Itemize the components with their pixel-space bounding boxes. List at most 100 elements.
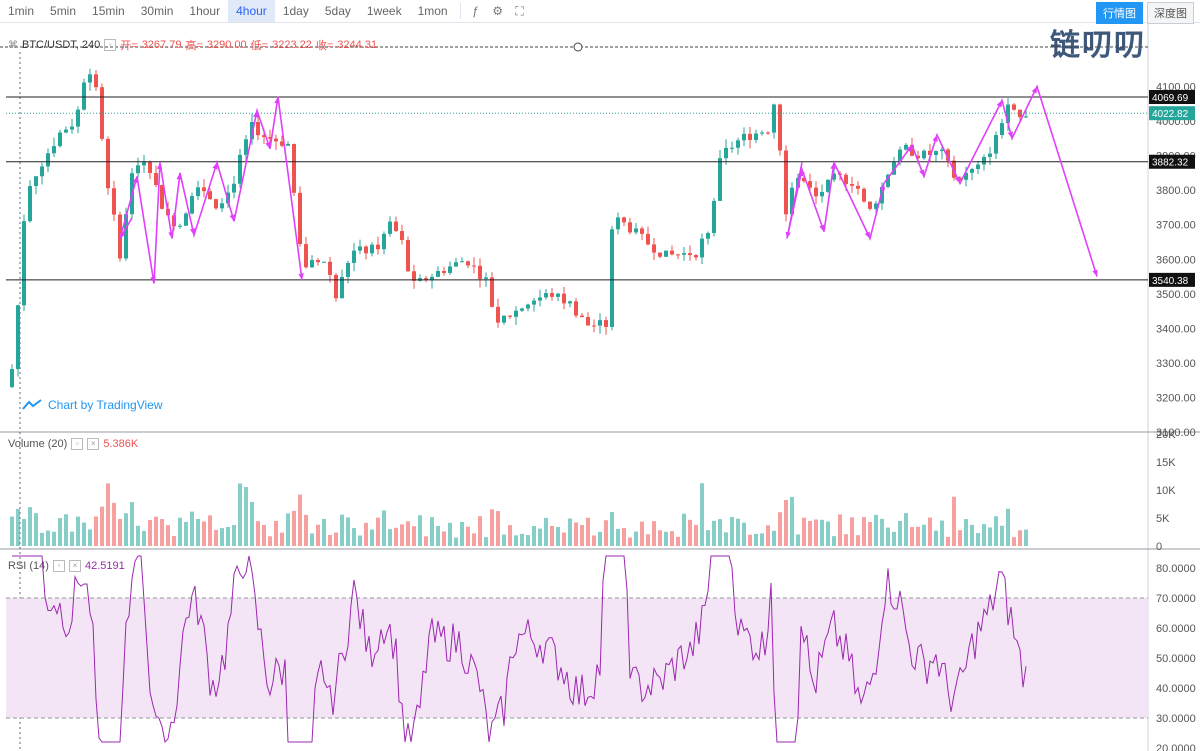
timeframe-30min[interactable]: 30min xyxy=(140,4,174,18)
timeframe-5day[interactable]: 5day xyxy=(324,4,351,18)
crosshair-handle[interactable] xyxy=(573,42,583,52)
volume-bar xyxy=(790,496,794,546)
candle xyxy=(574,301,578,316)
candle xyxy=(772,104,776,133)
tradingview-attribution[interactable]: Chart by TradingView xyxy=(22,398,163,412)
volume-bar xyxy=(712,520,716,546)
candle xyxy=(490,277,494,307)
volume-bar xyxy=(256,521,260,546)
timeframe-4hour[interactable]: 4hour xyxy=(228,0,275,22)
candle xyxy=(808,181,812,188)
timeframe-1min[interactable]: 1min xyxy=(8,4,35,18)
candle xyxy=(766,132,770,134)
settings-icon[interactable]: ⚙ xyxy=(492,4,503,18)
volume-bar xyxy=(292,510,296,546)
timeframe-1day[interactable]: 1day xyxy=(282,4,309,18)
candle xyxy=(928,150,932,155)
tab-1[interactable]: 深度图 xyxy=(1147,2,1194,24)
projection-arrowhead xyxy=(879,183,886,191)
volume-tick-label: 10K xyxy=(1156,485,1176,497)
volume-bar xyxy=(346,517,350,546)
volume-eye-icon[interactable]: ◦ xyxy=(71,438,84,450)
volume-bar xyxy=(760,533,764,546)
volume-close-icon[interactable]: × xyxy=(87,438,100,450)
candle xyxy=(730,147,734,149)
candle xyxy=(334,274,338,299)
rsi-band xyxy=(6,598,1148,718)
candle xyxy=(184,213,188,226)
eye-icon[interactable]: ◦ xyxy=(104,39,117,51)
candle xyxy=(700,238,704,258)
candle xyxy=(142,161,146,166)
volume-bar xyxy=(640,521,644,546)
rsi-close-icon[interactable]: × xyxy=(68,560,81,572)
projection-arrowhead xyxy=(229,214,235,222)
candle xyxy=(598,320,602,326)
low-value: 3223.22 xyxy=(272,39,312,51)
candle xyxy=(238,154,242,184)
volume-bar xyxy=(412,526,416,546)
projection-arrow-path[interactable] xyxy=(786,84,1098,277)
candle xyxy=(274,138,278,142)
candle xyxy=(814,187,818,197)
projection-arrowhead xyxy=(274,96,280,104)
volume-bar xyxy=(886,527,890,546)
volume-bar xyxy=(628,537,632,546)
timeframe-5min[interactable]: 5min xyxy=(50,4,77,18)
volume-bar xyxy=(916,526,920,546)
price-level-label: 4069.69 xyxy=(1152,93,1189,104)
candle xyxy=(634,228,638,233)
candle xyxy=(802,177,806,182)
volume-tick-label: 0 xyxy=(1156,541,1162,553)
timeframe-1hour[interactable]: 1hour xyxy=(189,4,221,18)
volume-bar xyxy=(394,527,398,546)
volume-bar xyxy=(610,511,614,546)
volume-bar xyxy=(328,534,332,546)
volume-bar xyxy=(112,502,116,546)
candle xyxy=(202,187,206,192)
rsi-tick-label: 50.0000 xyxy=(1156,653,1196,665)
chart-canvas[interactable]: 3100.00 3200.00 3300.00 3400.00 3500.00 3600.… xyxy=(0,22,1200,751)
candle xyxy=(760,132,764,134)
timeframe-1week[interactable]: 1week xyxy=(366,4,402,18)
volume-bar xyxy=(1024,529,1028,546)
volume-bar xyxy=(922,524,926,546)
volume-bar xyxy=(688,519,692,546)
volume-bar xyxy=(244,487,248,546)
candle xyxy=(154,173,158,186)
volume-bar xyxy=(52,531,56,546)
projection-arrowhead xyxy=(819,224,825,232)
rsi-eye-icon[interactable]: ◦ xyxy=(52,560,65,572)
volume-bar xyxy=(538,528,542,546)
projection-arrow-path[interactable] xyxy=(119,96,303,284)
volume-bar xyxy=(478,516,482,546)
volume-bar xyxy=(826,521,830,546)
volume-bar xyxy=(802,517,806,546)
candle xyxy=(670,250,674,255)
fullscreen-icon[interactable]: ⛶ xyxy=(515,3,524,18)
volume-bar xyxy=(844,534,848,546)
volume-bar xyxy=(118,518,122,546)
volume-bar xyxy=(238,483,242,546)
candle xyxy=(748,133,752,140)
indicator-icon[interactable]: ƒ xyxy=(472,4,479,18)
price-level-tag xyxy=(1149,272,1195,287)
candle xyxy=(346,262,350,277)
timeframe-15min[interactable]: 15min xyxy=(92,4,125,18)
candle xyxy=(556,293,560,297)
volume-bar xyxy=(880,518,884,546)
candle xyxy=(394,221,398,232)
candle xyxy=(718,158,722,201)
volume-bar xyxy=(220,528,224,546)
timeframe-1mon[interactable]: 1mon xyxy=(417,4,448,18)
volume-bar xyxy=(154,516,158,546)
tab-0[interactable]: 行情图 xyxy=(1096,2,1143,24)
projection-arrowhead xyxy=(132,176,138,184)
volume-bar xyxy=(364,522,368,546)
candle xyxy=(28,186,32,222)
volume-bar xyxy=(196,518,200,546)
volume-bar xyxy=(304,514,308,546)
volume-bar xyxy=(658,530,662,546)
open-label: 开= xyxy=(120,40,138,52)
candle xyxy=(52,146,56,154)
